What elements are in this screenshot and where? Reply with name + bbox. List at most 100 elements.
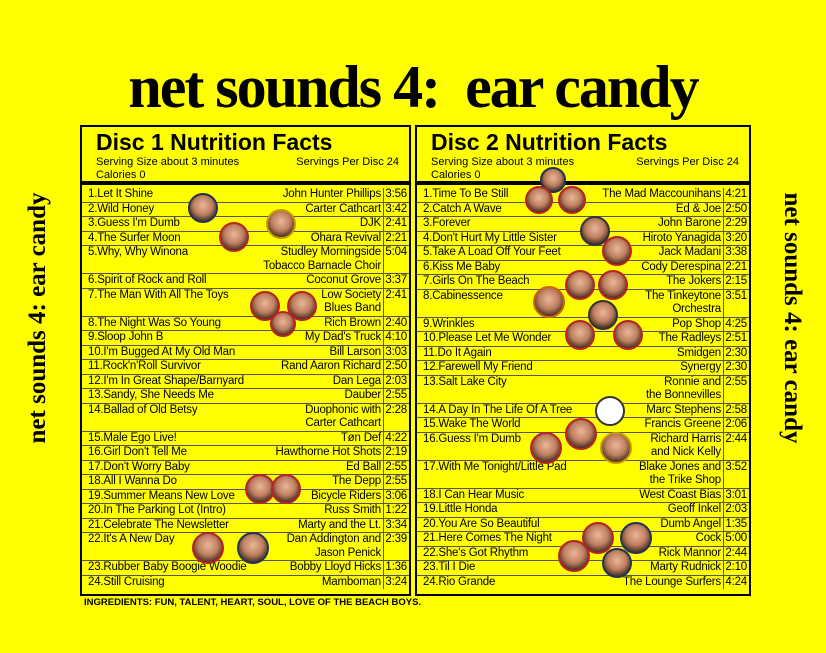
track-row: 13.Salt Lake City Ronnie and the Bonnevill…: [417, 375, 749, 404]
track-main: 23.Rubber Baby Boogie Woodie Bobby Lloyd …: [82, 561, 383, 575]
track-artist: Bicycle Riders: [310, 489, 381, 502]
track-artist: The Mad Maccounihans: [602, 188, 721, 200]
track-time: 2:03: [383, 374, 409, 388]
track-time: 1:22: [383, 504, 409, 518]
artist-photo: [237, 532, 269, 564]
track-main: 5.Take A Load Off Your Feet Jack Madani: [417, 246, 723, 260]
artist-photo: [558, 540, 590, 572]
track-row: 8.The Night Was So Young Rich Brown 2:40: [82, 316, 409, 331]
track-artist: Richard Harris and Nick Kelly: [650, 432, 721, 459]
track-main: 4.Don't Hurt My Little Sister Hiroto Yana…: [417, 232, 723, 246]
track-main: 20.You Are So Beautiful Dumb Angel: [417, 518, 723, 532]
track-time: 4:25: [723, 317, 749, 331]
ingredients-text: INGREDIENTS: FUN, TALENT, HEART, SOUL, L…: [84, 597, 422, 608]
track-title: 23.Rubber Baby Boogie Woodie: [88, 561, 247, 573]
disc-2-panel: Disc 2 Nutrition Facts Serving Size abou…: [415, 125, 751, 596]
track-row: 17.With Me Tonight/Little Pad Blake Jones…: [417, 460, 749, 489]
artist-photo: [565, 418, 597, 450]
track-title: 7.Girls On The Beach: [423, 275, 530, 287]
track-artist: Cock: [695, 532, 722, 544]
track-artist: Rick Mannor: [658, 546, 722, 559]
track-title: 24.Still Cruising: [88, 575, 165, 588]
track-time: 5:00: [723, 532, 749, 546]
disc-title: Disc 1 Nutrition Facts: [96, 129, 333, 155]
track-artist: The Lounge Surfers: [622, 575, 721, 588]
track-time: 2:21: [383, 231, 409, 245]
track-row: 13.Sandy, She Needs Me Dauber 2:55: [82, 389, 409, 404]
calories: Calories 0: [96, 169, 146, 181]
disc-1-header: Disc 1 Nutrition Facts Serving Size abou…: [82, 127, 409, 185]
artist-photo: [192, 532, 224, 564]
servings-per-disc: Servings Per Disc 24: [296, 156, 399, 168]
track-row: 24.Still Cruising Mamboman 3:24: [82, 575, 409, 590]
track-time: 4:22: [383, 431, 409, 445]
track-time: 2:15: [723, 275, 749, 289]
track-main: 15.Male Ego Live! Tøn Def: [82, 432, 383, 446]
track-row: 14.A Day In The Life Of A Tree Marc Steph…: [417, 403, 749, 418]
track-title: 18.All I Wanna Do: [88, 475, 177, 487]
track-artist: Rand Aaron Richard: [281, 360, 381, 372]
track-row: 5.Why, Why Winona Studley Morningside Toba…: [82, 246, 409, 274]
track-title: 8.The Night Was So Young: [88, 316, 221, 329]
track-time: 3:56: [383, 188, 409, 202]
track-row: 6.Spirit of Rock and Roll Coconut Grove 3:…: [82, 274, 409, 289]
track-title: 2.Catch A Wave: [423, 202, 502, 215]
track-time: 2:50: [723, 202, 749, 216]
track-main: 13.Sandy, She Needs Me Dauber: [82, 389, 383, 403]
track-main: 14.A Day In The Life Of A Tree Marc Steph…: [417, 404, 723, 418]
track-title: 17.With Me Tonight/Little Pad: [423, 460, 567, 473]
artist-photo: [558, 186, 586, 214]
track-artist: Cody Derespina: [641, 260, 721, 273]
track-time: 3:03: [383, 345, 409, 359]
track-artist: Pop Shop: [672, 317, 721, 330]
artist-photo: [620, 522, 652, 554]
track-row: 22.It's A New Day Dan Addington and Jason …: [82, 533, 409, 561]
track-row: 1.Let It Shine John Hunter Phillips 3:56: [82, 188, 409, 203]
artist-photo: [271, 474, 301, 504]
track-artist: Bill Larson: [329, 345, 382, 358]
track-artist: Ed & Joe: [675, 202, 721, 215]
track-time: 2:30: [723, 361, 749, 375]
artist-photo: [602, 548, 632, 578]
side-title-left: net sounds 4: ear candy: [24, 192, 51, 444]
track-title: 17.Don't Worry Baby: [88, 460, 190, 473]
track-artist: Dauber: [344, 389, 381, 401]
track-main: 24.Still Cruising Mamboman: [82, 576, 383, 590]
track-row: 18.I Can Hear Music West Coast Bias 3:01: [417, 488, 749, 503]
track-main: 12.Farewell My Friend Synergy: [417, 361, 723, 375]
side-title-right: net sounds 4: ear candy: [779, 192, 806, 444]
track-time: 2:55: [723, 375, 749, 403]
track-main: 11.Do It Again Smidgen: [417, 347, 723, 361]
track-artist: Ed Ball: [345, 460, 381, 473]
track-artist: Dumb Angel: [660, 517, 721, 530]
track-time: 2:41: [383, 288, 409, 316]
track-time: 2:03: [723, 503, 749, 517]
track-row: 11.Do It Again Smidgen 2:30: [417, 346, 749, 361]
track-artist: Mamboman: [321, 575, 381, 588]
track-time: 3:51: [723, 289, 749, 317]
track-main: 19.Summer Means New Love Bicycle Riders: [82, 490, 383, 504]
track-main: 17.Don't Worry Baby Ed Ball: [82, 461, 383, 475]
track-time: 2:41: [383, 217, 409, 231]
track-time: 2:29: [723, 217, 749, 231]
track-title: 13.Salt Lake City: [423, 375, 507, 388]
track-time: 4:24: [723, 575, 749, 589]
track-title: 15.Male Ego Live!: [88, 431, 177, 444]
track-title: 12.Farewell My Friend: [423, 361, 533, 373]
track-row: 8.Cabinessence The Tinkeytone Orchestra 3:5…: [417, 289, 749, 318]
track-row: 11.Rock'n'Roll Survivor Rand Aaron Richar…: [82, 360, 409, 375]
track-time: 1:35: [723, 517, 749, 531]
track-artist: Carter Cathcart: [305, 202, 381, 215]
track-main: 21.Celebrate The Newsletter Marty and the…: [82, 519, 383, 533]
track-title: 2.Wild Honey: [88, 202, 154, 215]
track-title: 14.Ballad of Old Betsy: [88, 403, 198, 416]
track-title: 22.She's Got Rhythm: [423, 546, 529, 559]
track-time: 3:34: [383, 518, 409, 532]
track-main: 18.I Can Hear Music West Coast Bias: [417, 489, 723, 503]
track-artist: Tøn Def: [340, 431, 381, 444]
track-main: 15.Wake The World Francis Greene: [417, 418, 723, 432]
track-title: 11.Do It Again: [423, 346, 492, 359]
artist-photo: [582, 522, 614, 554]
track-title: 23.Til I Die: [423, 561, 476, 573]
track-artist: Dan Addington and Jason Penick: [286, 533, 382, 559]
